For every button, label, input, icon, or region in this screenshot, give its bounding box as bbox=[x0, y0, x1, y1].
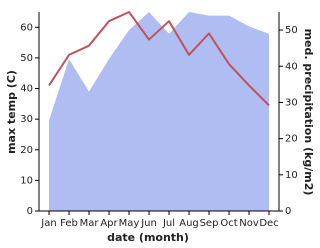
x-tick-label: Nov bbox=[239, 218, 259, 229]
y2-axis-label: med. precipitation (kg/m2) bbox=[302, 29, 315, 196]
y-tick-label: 30 bbox=[20, 114, 33, 125]
y2-tick-label: 50 bbox=[285, 25, 298, 36]
y-tick-label: 40 bbox=[20, 84, 33, 95]
x-tick-label: Feb bbox=[60, 218, 78, 229]
x-axis-label: date (month) bbox=[107, 231, 189, 244]
y2-tick-label: 0 bbox=[285, 206, 291, 217]
precipitation-area bbox=[49, 12, 269, 211]
x-tick-label: Dec bbox=[259, 218, 278, 229]
x-tick-label: Apr bbox=[100, 218, 118, 229]
x-tick-label: Aug bbox=[179, 218, 199, 229]
x-tick-label: Jul bbox=[162, 218, 175, 229]
x-tick-label: Oct bbox=[220, 218, 237, 229]
y-tick-label: 60 bbox=[20, 22, 33, 33]
y-tick-label: 10 bbox=[20, 175, 33, 186]
x-tick-label: Jan bbox=[40, 218, 56, 229]
y2-tick-label: 10 bbox=[285, 170, 298, 181]
x-tick-label: Jun bbox=[140, 218, 157, 229]
y2-tick-label: 30 bbox=[285, 97, 298, 108]
x-tick-label: May bbox=[119, 218, 140, 229]
temp-line bbox=[48, 11, 270, 107]
y2-tick-label: 20 bbox=[285, 134, 298, 145]
y2-tick-label: 40 bbox=[285, 61, 298, 72]
x-tick-label: Mar bbox=[80, 218, 100, 229]
y-tick-label: 50 bbox=[20, 53, 33, 64]
x-tick-label: Sep bbox=[200, 218, 219, 229]
y-tick-label: 0 bbox=[27, 206, 33, 217]
y-tick-label: 20 bbox=[20, 145, 33, 156]
y-axis-label: max temp (C) bbox=[5, 70, 18, 154]
